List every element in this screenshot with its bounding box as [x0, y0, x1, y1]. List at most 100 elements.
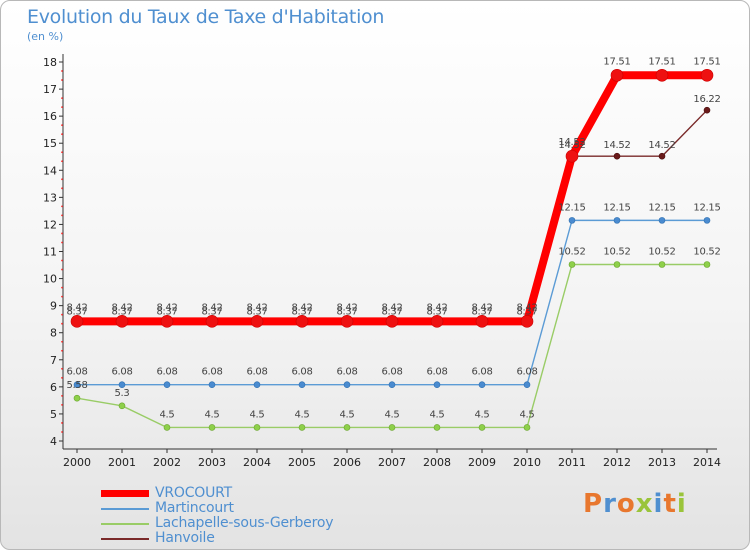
- data-point: [388, 424, 396, 431]
- y-minor-tick: [61, 349, 63, 352]
- data-label: 4.5: [339, 409, 354, 420]
- y-minor-tick: [61, 70, 63, 72]
- data-label: 14.52: [603, 140, 630, 151]
- y-minor-tick: [61, 124, 63, 127]
- y-minor-tick: [61, 404, 63, 406]
- data-label: 8.42: [291, 302, 312, 313]
- y-minor-tick: [61, 97, 63, 99]
- data-point: [658, 217, 666, 224]
- data-point: [613, 261, 621, 268]
- data-label: 14.52: [558, 137, 585, 148]
- data-label: 8.37: [516, 307, 537, 318]
- y-minor-tick: [61, 205, 63, 208]
- data-label: 8.37: [336, 307, 357, 318]
- data-label: 4.5: [429, 409, 444, 420]
- data-label: 6.08: [471, 367, 492, 378]
- data-point: [523, 424, 531, 431]
- data-label: 6.08: [156, 367, 177, 378]
- y-minor-tick: [61, 322, 63, 325]
- y-minor-tick: [61, 340, 63, 343]
- data-label: 5.58: [66, 380, 87, 391]
- data-label: 10.52: [648, 246, 675, 257]
- y-tick-label: 16: [43, 110, 57, 123]
- data-label: 12.15: [558, 202, 585, 213]
- data-point: [295, 315, 309, 328]
- data-point: [208, 424, 216, 431]
- chart-subtitle: (en %): [27, 30, 64, 43]
- y-minor-tick: [61, 106, 63, 109]
- x-tick-label: 2003: [198, 456, 226, 469]
- legend-swatch: [101, 523, 149, 525]
- data-label: 6.08: [246, 367, 267, 378]
- data-label: 6.08: [111, 367, 132, 378]
- y-minor-tick: [61, 214, 63, 217]
- data-label: 8.42: [336, 302, 357, 313]
- data-point: [208, 381, 216, 388]
- data-point: [478, 381, 486, 388]
- data-point: [70, 315, 84, 328]
- data-label: 8.37: [156, 307, 177, 318]
- x-tick-label: 2004: [243, 456, 271, 469]
- data-point: [520, 315, 534, 328]
- data-label: 4.5: [204, 409, 219, 420]
- y-minor-tick: [61, 376, 63, 379]
- data-label: 8.42: [471, 302, 492, 313]
- y-minor-tick: [61, 151, 63, 154]
- data-point: [343, 424, 351, 431]
- data-point: [613, 152, 621, 160]
- data-point: [253, 381, 261, 388]
- data-point: [475, 315, 489, 328]
- data-label: 8.42: [246, 302, 267, 313]
- y-tick-label: 10: [43, 273, 57, 286]
- y-tick-label: 8: [50, 327, 57, 340]
- legend-swatch: [101, 508, 149, 510]
- x-tick-label: 2005: [288, 456, 316, 469]
- data-label: 10.52: [603, 246, 630, 257]
- logo-letter: P: [583, 489, 604, 519]
- x-tick-label: 2014: [693, 456, 721, 469]
- y-minor-tick: [61, 394, 63, 397]
- y-minor-tick: [61, 187, 63, 190]
- data-point: [385, 315, 399, 328]
- legend-label: VROCOURT: [155, 485, 233, 501]
- data-label: 12.15: [648, 202, 675, 213]
- data-label: 12.15: [693, 202, 720, 213]
- data-label: 4.5: [519, 409, 534, 420]
- data-point: [658, 152, 666, 160]
- data-label: 17.51: [603, 56, 630, 67]
- y-minor-tick: [61, 422, 63, 424]
- legend-swatch: [101, 490, 149, 497]
- data-point: [205, 315, 219, 328]
- data-point: [340, 315, 354, 328]
- x-tick-label: 2008: [423, 456, 451, 469]
- data-label: 6.08: [201, 367, 222, 378]
- data-label: 8.37: [381, 307, 402, 318]
- data-label: 8.42: [516, 302, 537, 313]
- data-label: 8.42: [426, 302, 447, 313]
- x-tick-label: 2007: [378, 456, 406, 469]
- x-tick-label: 2000: [63, 456, 91, 469]
- y-minor-tick: [61, 295, 63, 298]
- logo-letter: t: [663, 489, 677, 519]
- y-tick-label: 6: [50, 381, 57, 394]
- x-tick-label: 2010: [513, 456, 541, 469]
- data-label: 10.52: [693, 246, 720, 257]
- y-tick-label: 11: [43, 246, 57, 259]
- data-point: [250, 315, 264, 328]
- data-point: [613, 217, 621, 224]
- logo-letter: x: [635, 489, 654, 519]
- data-point: [163, 424, 171, 431]
- logo-letter: i: [653, 489, 664, 519]
- legend-label: Hanvoile: [155, 530, 215, 546]
- data-point: [298, 381, 306, 388]
- y-minor-tick: [61, 259, 63, 262]
- data-label: 8.37: [111, 307, 132, 318]
- data-point: [115, 315, 129, 328]
- data-label: 6.08: [66, 367, 87, 378]
- y-tick-label: 4: [50, 435, 57, 448]
- data-point: [478, 424, 486, 431]
- y-tick-label: 7: [50, 354, 57, 367]
- x-tick-label: 2009: [468, 456, 496, 469]
- y-minor-tick: [61, 133, 63, 136]
- y-minor-tick: [61, 178, 63, 181]
